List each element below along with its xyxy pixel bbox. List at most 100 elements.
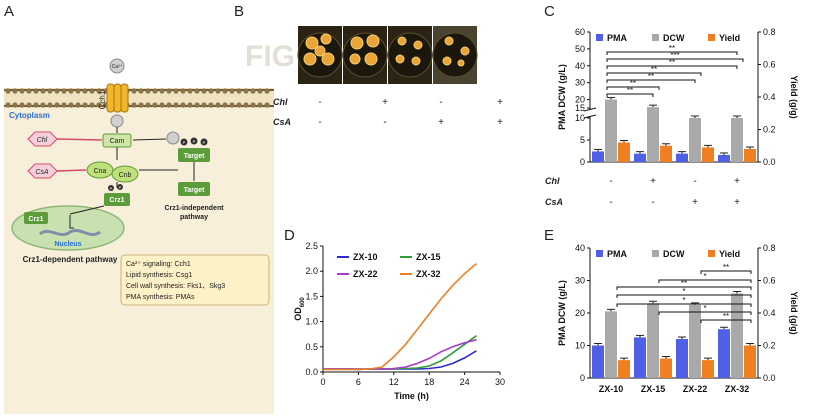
y-tick-label: 15 (575, 103, 585, 113)
nucleus-label: Nucleus (54, 241, 81, 248)
legend-label-dcw: DCW (663, 33, 685, 43)
significance-bracket (606, 58, 744, 62)
significance-bracket (606, 93, 654, 97)
lipid-head (33, 102, 39, 108)
csa-inhibits-calcineurin (56, 169, 87, 172)
lipid-head (180, 102, 186, 108)
svg-text:P: P (119, 185, 122, 190)
significance-mark: ** (669, 44, 675, 53)
lipid-head (96, 88, 102, 94)
cam-label: Cam (110, 138, 125, 145)
bar-dcw (731, 118, 743, 162)
csa-sign: - (318, 117, 321, 128)
bar-dcw (605, 311, 617, 378)
colony (413, 40, 423, 50)
crz1-cytoplasm-box (104, 193, 130, 206)
lipid-head (138, 102, 144, 108)
target-label-top: Target (184, 153, 206, 160)
colony (457, 59, 465, 67)
gene-promoter-arrow (69, 215, 74, 229)
lipid-head (40, 102, 46, 108)
colony (395, 54, 405, 64)
lipid-head (33, 88, 39, 94)
lipid-head (61, 102, 67, 108)
y2-tick-label: 0.4 (763, 308, 776, 318)
plate-dish (342, 32, 388, 78)
lipid-head (166, 88, 172, 94)
y2-tick-label: 0.8 (763, 243, 776, 253)
svg-text:P: P (110, 186, 113, 191)
legend-label-zx-15: ZX-15 (416, 252, 441, 262)
svg-text:P: P (203, 140, 206, 145)
gene-legend: Ca²⁺ signaling: Cch1 Lipid synthesis: Csg… (126, 261, 225, 301)
y2-tick-label: 0.6 (763, 60, 776, 70)
lipid-head (187, 88, 193, 94)
bar-yield (618, 142, 630, 162)
csa-sign: + (692, 197, 698, 208)
colony (349, 53, 361, 65)
lipid-head (40, 88, 46, 94)
row-label-csa-b: CsA (273, 117, 291, 127)
significance-bracket (658, 311, 752, 315)
y2-axis-title: Yield (g/g) (789, 75, 799, 118)
significance-mark: ** (648, 72, 654, 81)
lipid-head (26, 102, 32, 108)
plate-dish (432, 32, 478, 78)
cch1-label: Cch1 (98, 90, 107, 109)
legend-label-pma: PMA (607, 33, 628, 43)
significance-mark: ** (627, 86, 633, 95)
chl-sign: - (609, 176, 612, 187)
crz1-nucleus-box (24, 212, 48, 224)
bar-yield (744, 345, 756, 378)
lipid-head (173, 88, 179, 94)
crz1-independent-label-2: pathway (180, 214, 208, 221)
csa-sign: + (734, 197, 740, 208)
legend-swatch-yield (708, 250, 715, 257)
lipid-head (145, 88, 151, 94)
significance-bracket (606, 72, 702, 76)
bar-yield (702, 147, 714, 162)
significance-mark: ** (669, 58, 675, 67)
significance-bracket (606, 79, 696, 83)
y-axis-title: PMA DCW (g/L) (557, 64, 567, 130)
csa-sign: + (497, 117, 503, 128)
x-tick-label: ZX-22 (683, 384, 708, 394)
panel-label-c: C (544, 3, 555, 20)
legend-swatch-yield (708, 34, 715, 41)
y-tick-label: 50 (575, 44, 585, 54)
significance-mark: ** (651, 65, 657, 74)
significance-mark: ** (723, 312, 729, 321)
lipid-head (68, 88, 74, 94)
lipid-head (159, 88, 165, 94)
lipid-head (12, 102, 18, 108)
row-label-chl-b: Chl (273, 97, 288, 107)
lipid-head (215, 102, 221, 108)
chl-sign: - (693, 176, 696, 187)
colony (442, 56, 452, 66)
chl-inhibitor-label: Chl (37, 137, 48, 144)
colony (460, 46, 470, 56)
ca-ion-inside (110, 114, 124, 128)
treatment-signs-b: - + - + - - + + (318, 97, 503, 128)
chl-inhibits-cam (56, 138, 103, 141)
lipid-head (257, 88, 263, 94)
crz1-cytoplasm-label: Crz1 (109, 197, 124, 204)
lipid-head (5, 102, 11, 108)
lipid-head (152, 88, 158, 94)
legend-line-3: PMA synthesis: PMAs (126, 294, 195, 301)
chl-sign: - (439, 97, 442, 108)
significance-bracket (700, 319, 752, 323)
lipid-head (201, 102, 207, 108)
phospho-group-target: P P P (180, 137, 208, 146)
csa-sign: + (438, 117, 444, 128)
lipid-head (47, 102, 53, 108)
lipid-head (243, 102, 249, 108)
colony (411, 56, 421, 66)
significance-bracket (658, 279, 752, 283)
y-tick-label: 1.5 (305, 291, 318, 301)
culture-plates (297, 26, 478, 84)
y2-tick-label: 0.6 (763, 276, 776, 286)
lipid-head (229, 102, 235, 108)
x-axis-title: Time (h) (394, 391, 429, 401)
